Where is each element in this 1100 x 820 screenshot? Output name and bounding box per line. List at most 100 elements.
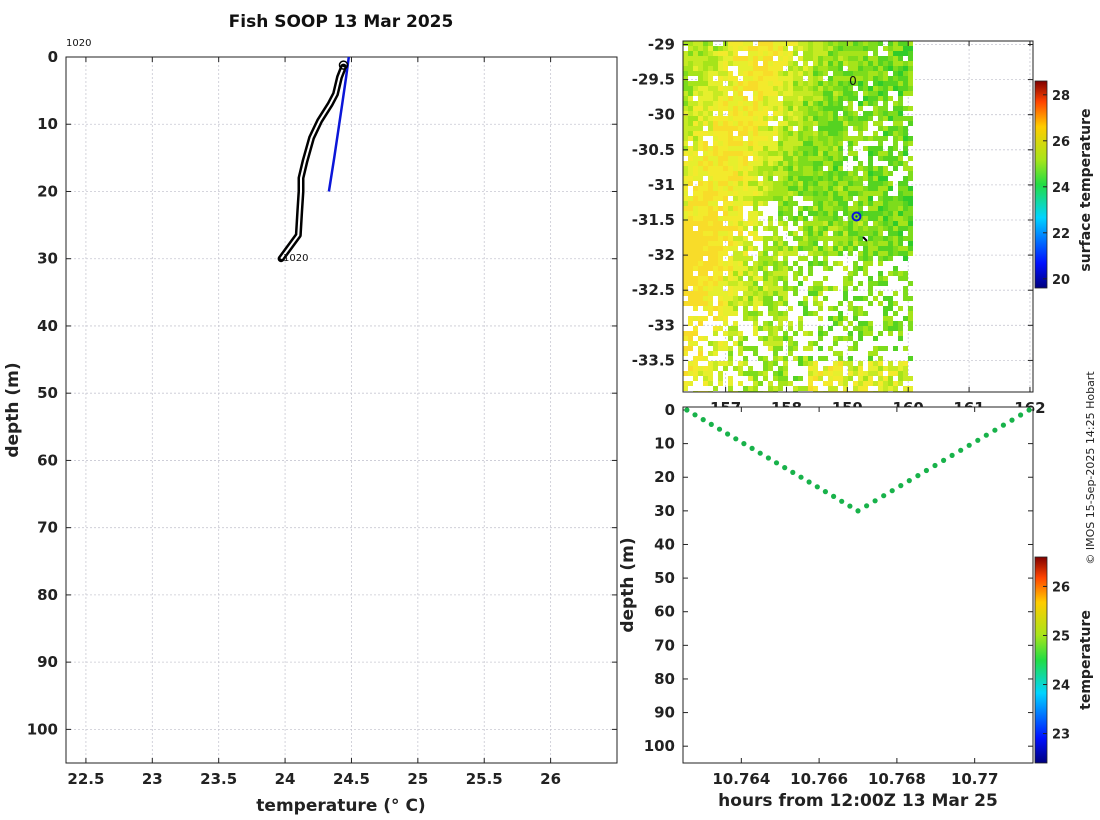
sst-cell [888, 321, 893, 326]
sst-cell [723, 226, 728, 231]
sst-cell [898, 361, 903, 366]
sst-colorbar-tick-label: 24 [1052, 181, 1070, 196]
sst-cell [783, 146, 788, 151]
sst-cell [703, 336, 708, 341]
sst-cell [783, 86, 788, 91]
sst-cell [693, 196, 698, 201]
sst-cell [688, 211, 693, 216]
sst-cell [833, 191, 838, 196]
sst-cell [868, 196, 873, 201]
sst-cell [698, 86, 703, 91]
sst-cell [838, 361, 843, 366]
sst-cell [848, 96, 853, 101]
sst-cell [823, 86, 828, 91]
sst-cell [708, 101, 713, 106]
sst-cell [853, 271, 858, 276]
sst-cell [803, 161, 808, 166]
sst-cell [778, 171, 783, 176]
sst-cell [858, 181, 863, 186]
sst-cell [748, 181, 753, 186]
sst-cell [823, 191, 828, 196]
sst-cell [808, 346, 813, 351]
sst-cell [758, 371, 763, 376]
sst-cell [783, 246, 788, 251]
sst-cell [828, 106, 833, 111]
sst-cell [868, 71, 873, 76]
sst-cell [823, 226, 828, 231]
sst-cell [728, 156, 733, 161]
sst-cell [688, 271, 693, 276]
sst-cell [793, 96, 798, 101]
sst-cell [753, 386, 758, 391]
sst-cell [793, 201, 798, 206]
sst-cell [843, 226, 848, 231]
sst-cell [713, 71, 718, 76]
sst-cell [828, 381, 833, 386]
sst-cell [758, 51, 763, 56]
sst-cell [893, 126, 898, 131]
sst-cell [838, 86, 843, 91]
sst-cell [713, 116, 718, 121]
sst-cell [783, 226, 788, 231]
sst-cell [698, 126, 703, 131]
sst-cell [753, 271, 758, 276]
track-dot [741, 441, 747, 447]
sst-cell [888, 186, 893, 191]
sst-cell [828, 226, 833, 231]
sst-cell [833, 121, 838, 126]
sst-cell [798, 206, 803, 211]
sst-cell [863, 166, 868, 171]
sst-cell [848, 81, 853, 86]
sst-cell [718, 316, 723, 321]
sst-cell [683, 186, 688, 191]
sst-cell [868, 256, 873, 261]
sst-cell [848, 216, 853, 221]
track-dot [847, 503, 853, 509]
sst-cell [693, 141, 698, 146]
sst-cell [883, 366, 888, 371]
sst-cell [693, 251, 698, 256]
sst-cell [773, 171, 778, 176]
sst-cell [768, 66, 773, 71]
track-dot [765, 455, 772, 461]
sst-cell [778, 356, 783, 361]
sst-cell [793, 81, 798, 86]
sst-cell [873, 111, 878, 116]
sst-cell [818, 376, 823, 381]
sst-cell [803, 346, 808, 351]
sst-cell [903, 221, 908, 226]
sst-cell [688, 121, 693, 126]
sst-cell [818, 371, 823, 376]
sst-cell [793, 161, 798, 166]
sst-cell [908, 51, 913, 56]
sst-cell [868, 276, 873, 281]
sst-cell [763, 261, 768, 266]
sst-cell [813, 156, 818, 161]
sst-cell [843, 116, 848, 121]
sst-cell [853, 191, 858, 196]
sst-cell [903, 271, 908, 276]
sst-cell [743, 311, 748, 316]
sst-cell [893, 146, 898, 151]
sst-cell [808, 121, 813, 126]
sst-cell [723, 121, 728, 126]
sst-cell [773, 376, 778, 381]
sst-cell [743, 241, 748, 246]
sst-cell [883, 111, 888, 116]
sst-cell [838, 66, 843, 71]
sst-cell [863, 46, 868, 51]
sst-cell [708, 361, 713, 366]
sst-cell [753, 171, 758, 176]
sst-cell [903, 186, 908, 191]
track-y-axis-label: depth (m) [618, 537, 638, 632]
track-plot: 10.764 10.766 10.768 10.77 0102030405060708… [618, 401, 1094, 811]
sst-cell [903, 86, 908, 91]
sst-cell [723, 136, 728, 141]
sst-cell [698, 356, 703, 361]
sst-cell [813, 231, 818, 236]
sst-cell [818, 131, 823, 136]
sst-cell [763, 176, 768, 181]
sst-cell [693, 121, 698, 126]
map-y-tick-label: -33.5 [632, 351, 675, 369]
sst-cell [733, 181, 738, 186]
